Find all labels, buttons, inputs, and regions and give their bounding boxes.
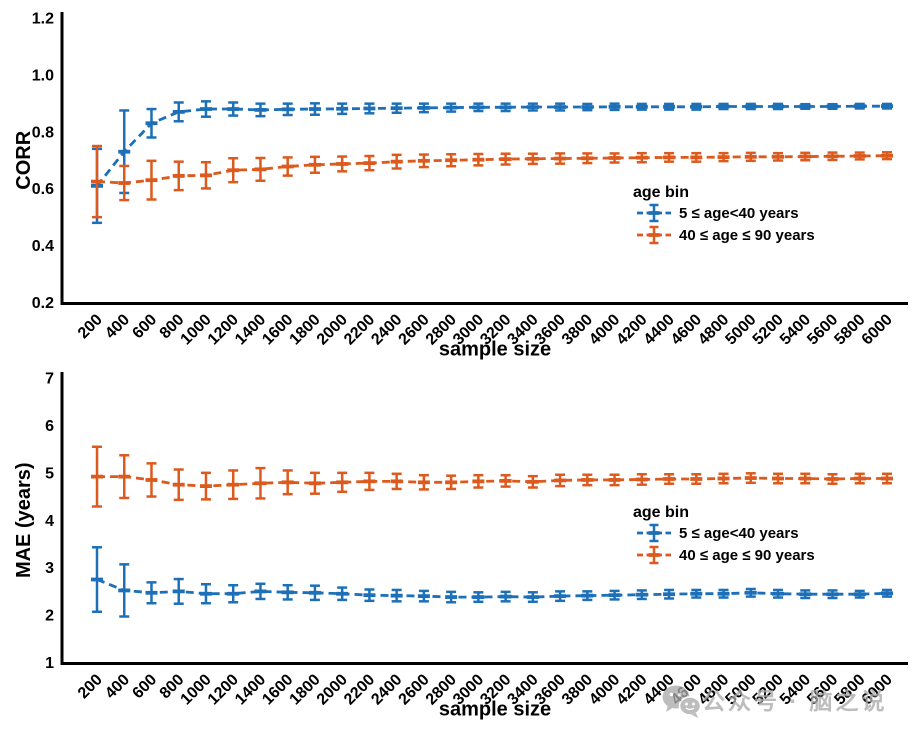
y-axis-title: MAE (years) [13,462,35,578]
x-tick-label: 400 [102,311,133,342]
y-tick-label: 0.4 [32,238,54,255]
x-tick-label: 6000 [859,311,896,348]
axes: 0.20.40.60.81.01.22004006008001000120014… [13,11,908,361]
series-old [91,445,893,508]
x-tick-label: 2600 [396,311,433,348]
x-tick-label: 4800 [695,311,732,348]
x-tick-label: 5200 [750,311,787,348]
x-tick-label: 5400 [777,671,814,708]
x-tick-label: 200 [75,311,106,342]
x-tick-label: 5800 [831,311,868,348]
y-axis-title: CORR [13,130,35,189]
x-tick-label: 1600 [259,671,296,708]
x-tick-label: 1600 [259,311,296,348]
y-tick-label: 3 [45,560,54,577]
x-tick-label: 4400 [641,671,678,708]
legend-title: age bin [633,504,689,521]
series-young [91,100,893,225]
y-tick-label: 1.0 [32,67,54,84]
y-tick-label: 6 [45,418,54,435]
x-tick-label: 200 [75,671,106,702]
x-tick-label: 2400 [368,311,405,348]
x-tick-label: 1800 [287,311,324,348]
axes: 1234567200400600800100012001400160018002… [13,371,908,721]
series-line [96,578,888,599]
x-tick-label: 4600 [668,311,705,348]
x-tick-label: 1400 [232,311,269,348]
x-tick-label: 5400 [777,311,814,348]
legend-label: 5 ≤ age<40 years [679,205,799,222]
x-tick-label: 5800 [831,671,868,708]
x-tick-label: 1800 [287,671,324,708]
x-tick-label: 1000 [178,311,215,348]
y-tick-label: 0.2 [32,295,54,312]
series-line [97,475,887,488]
x-tick-label: 5000 [722,671,759,708]
y-tick-label: 0.8 [32,124,54,141]
x-tick-label: 400 [102,671,133,702]
x-tick-label: 4200 [613,311,650,348]
x-tick-label: 4800 [695,671,732,708]
x-tick-label: 3800 [559,671,596,708]
x-tick-label: 5000 [722,311,759,348]
legend-label: 40 ≤ age ≤ 90 years [679,547,815,564]
x-tick-label: 3800 [559,311,596,348]
corr-chart: 0.20.40.60.81.01.22004006008001000120014… [13,11,908,361]
x-tick-label: 5600 [804,311,841,348]
x-tick-label: 4600 [668,671,705,708]
series-old [91,144,893,219]
x-tick-label: 4000 [586,311,623,348]
legend-title: age bin [633,184,689,201]
x-tick-label: 2000 [314,311,351,348]
y-tick-label: 5 [45,465,54,482]
series-young [91,546,893,618]
y-tick-label: 0.6 [32,181,54,198]
legend: age bin 5 ≤ age<40 years 40 ≤ age ≤ 90 yea… [633,504,815,565]
x-axis-title: sample size [439,699,551,721]
x-tick-label: 5600 [804,671,841,708]
y-tick-label: 4 [45,513,54,530]
x-tick-label: 2000 [314,671,351,708]
x-tick-label: 4000 [586,671,623,708]
x-tick-label: 2400 [368,671,405,708]
x-tick-label: 600 [129,311,160,342]
x-tick-label: 2600 [396,671,433,708]
x-tick-label: 1400 [232,671,269,708]
x-tick-label: 2200 [341,311,378,348]
mae-chart: 1234567200400600800100012001400160018002… [13,371,908,721]
y-tick-label: 2 [45,608,54,625]
y-tick-label: 1 [45,655,54,672]
x-tick-label: 4400 [641,311,678,348]
x-tick-label: 1200 [205,311,242,348]
x-tick-label: 1000 [178,671,215,708]
x-tick-label: 1200 [205,671,242,708]
legend-label: 5 ≤ age<40 years [679,525,799,542]
series-line [96,154,888,185]
y-tick-label: 1.2 [32,11,54,28]
y-tick-label: 7 [45,371,54,388]
x-tick-label: 2200 [341,671,378,708]
x-tick-label: 600 [129,671,160,702]
x-axis-title: sample size [439,339,551,361]
legend-label: 40 ≤ age ≤ 90 years [679,227,815,244]
x-tick-label: 6000 [859,671,896,708]
x-tick-label: 5200 [750,671,787,708]
x-tick-label: 4200 [613,671,650,708]
legend: age bin 5 ≤ age<40 years 40 ≤ age ≤ 90 yea… [633,184,815,245]
